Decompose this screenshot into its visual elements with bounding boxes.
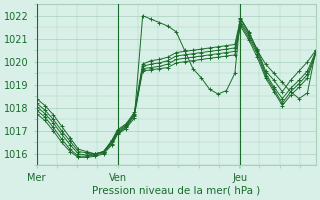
X-axis label: Pression niveau de la mer( hPa ): Pression niveau de la mer( hPa ) (92, 186, 260, 196)
